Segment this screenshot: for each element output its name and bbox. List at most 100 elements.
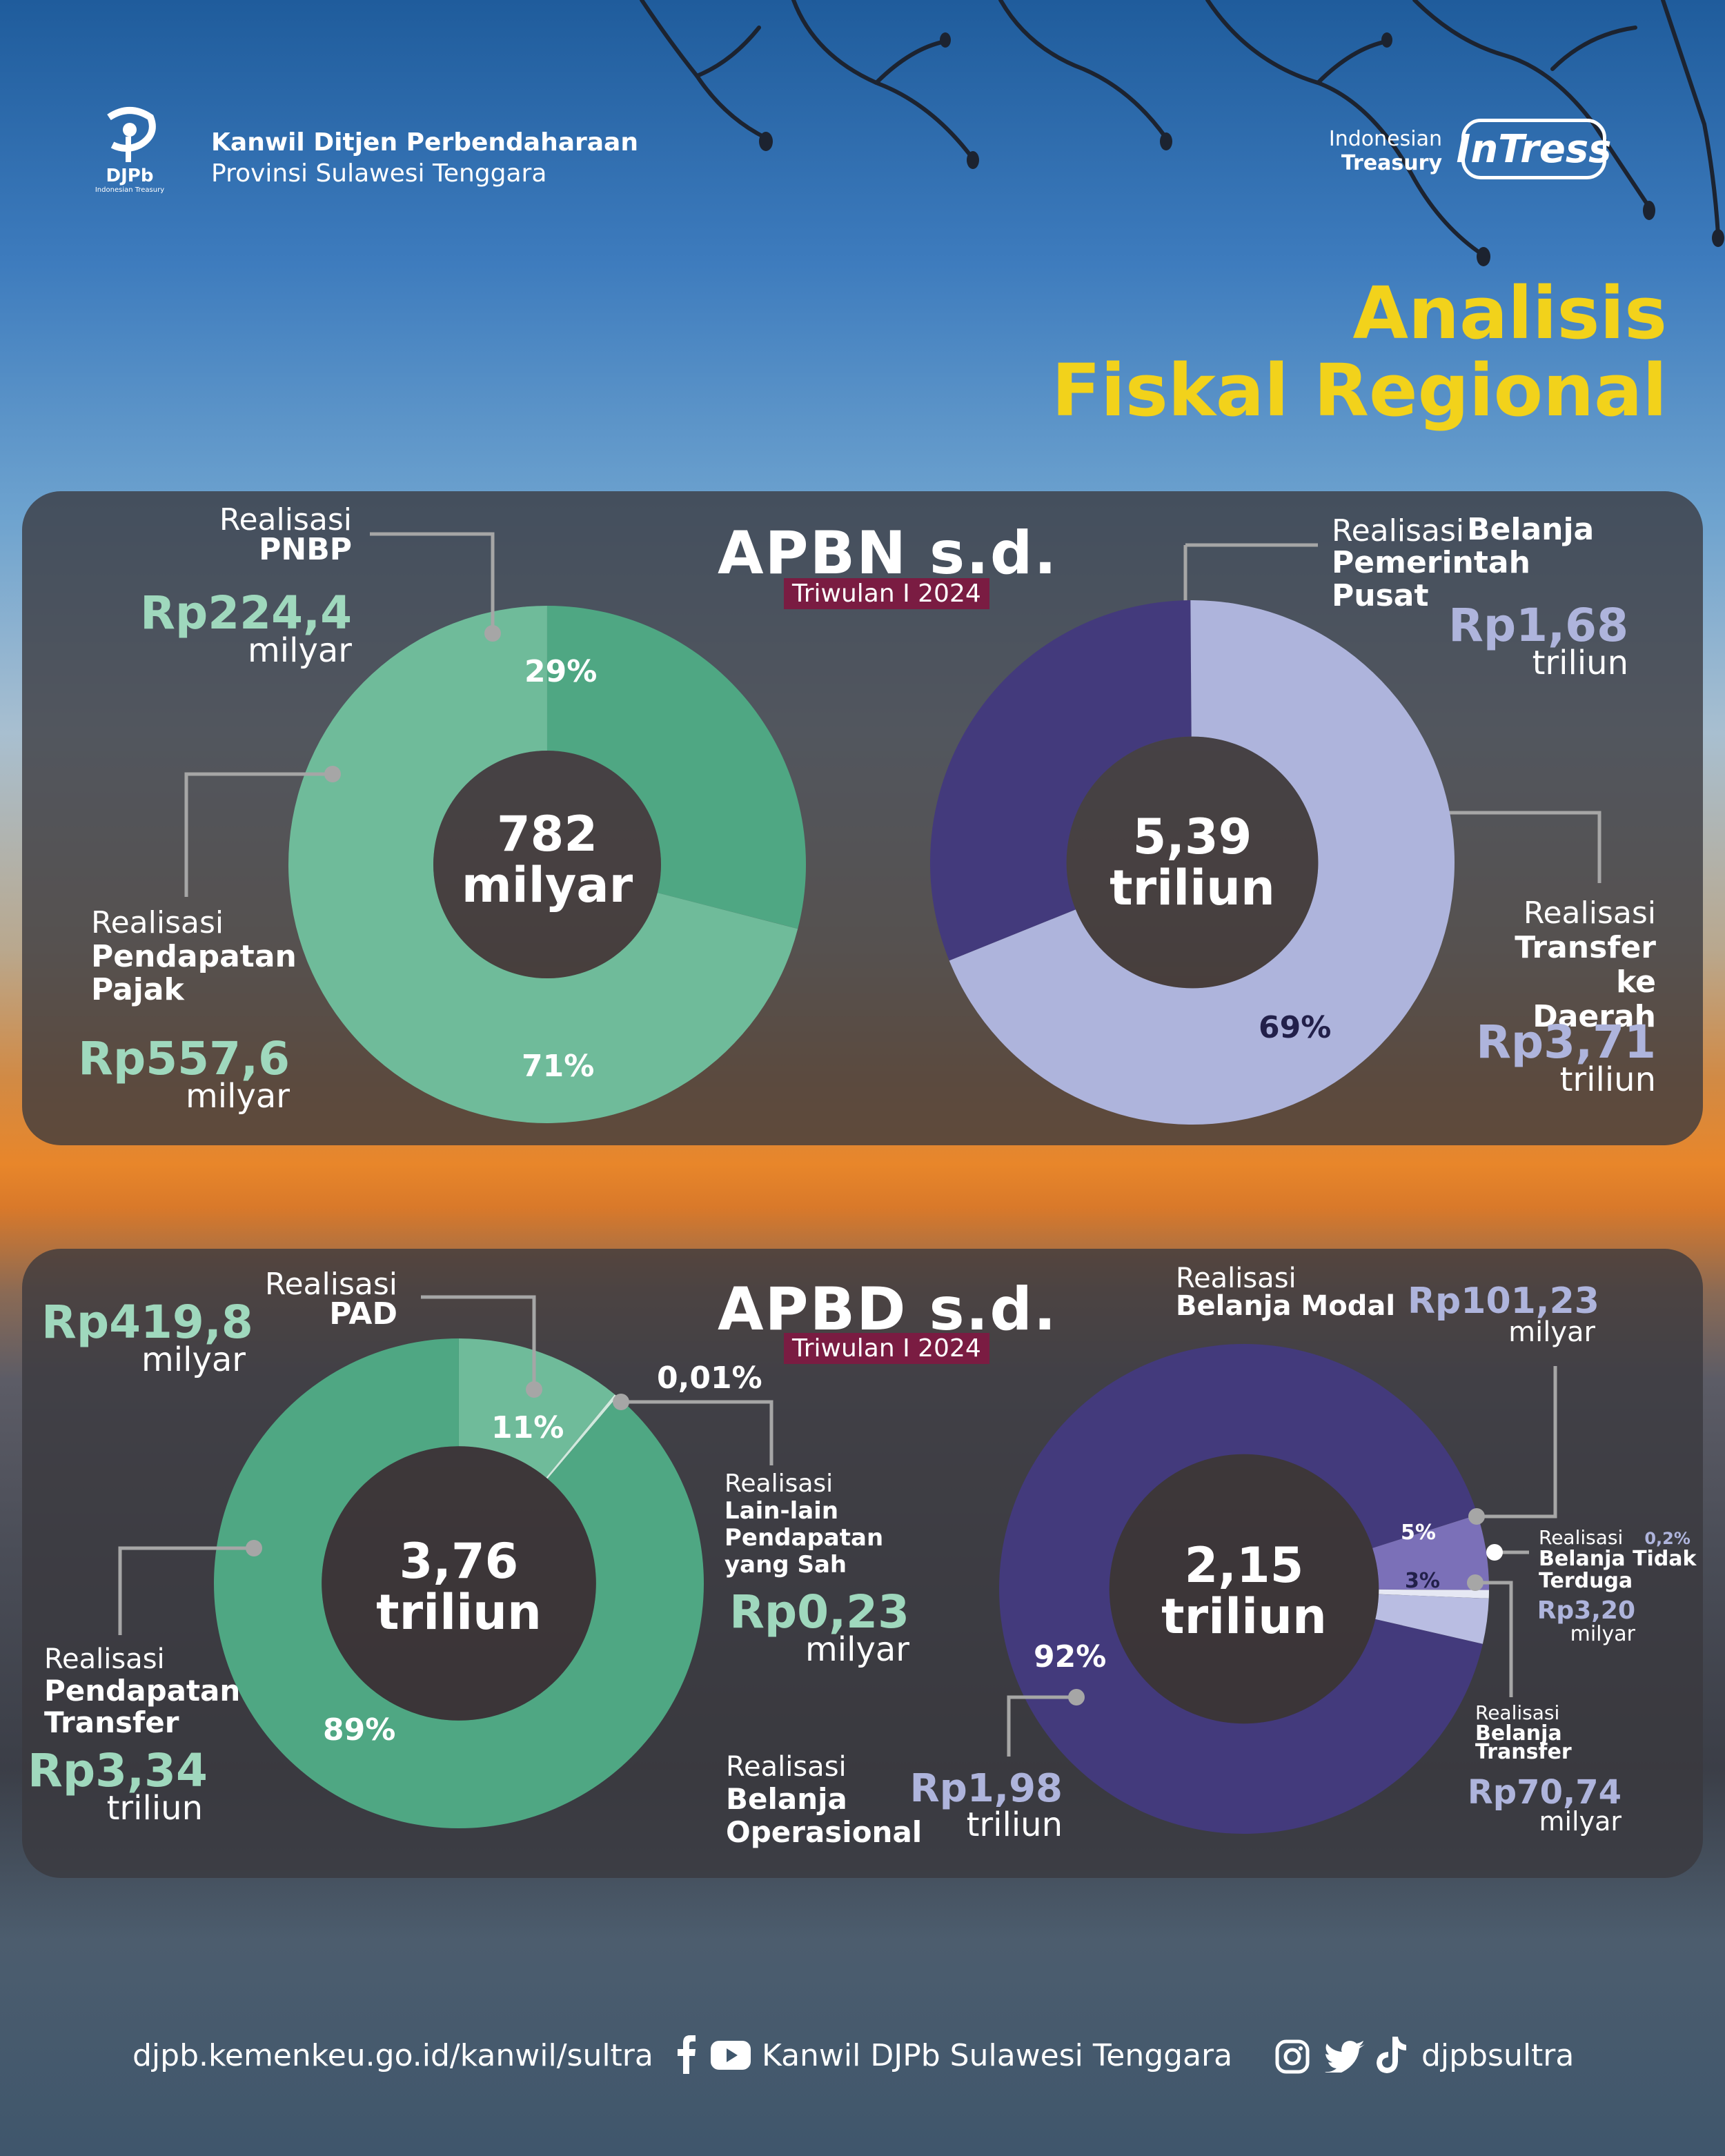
lain-lain-label-prefix: Realisasi xyxy=(724,1470,834,1498)
intress-logo: InTress xyxy=(1457,119,1612,179)
donut-slice-belanja-transfer xyxy=(1375,1594,1489,1644)
djpb-logo: DJPb Indonesian Treasury xyxy=(88,103,171,194)
belanja-operasional-label: Belanja Operasional xyxy=(726,1782,923,1849)
facebook-icon[interactable] xyxy=(678,2035,696,2074)
apbn-spending-total-unit: triliun xyxy=(1110,860,1275,916)
btt-percent: 0,2% xyxy=(1644,1529,1690,1548)
footer-handle[interactable]: djpbsultra xyxy=(1421,2038,1575,2073)
bpp-amount: Rp1,68 xyxy=(1448,599,1628,652)
apbn-revenue-total-value: 782 xyxy=(496,806,598,862)
belanja-transfer-unit: milyar xyxy=(1539,1806,1621,1837)
footer-channel[interactable]: Kanwil DJPb Sulawesi Tenggara xyxy=(762,2038,1233,2073)
pajak-label-prefix: Realisasi xyxy=(91,905,224,940)
twitter-icon[interactable] xyxy=(1325,2041,1365,2075)
pendapatan-transfer-percent: 89% xyxy=(323,1712,396,1748)
apbd-spending-total-value: 2,15 xyxy=(1184,1537,1304,1594)
donut-slice-belanja-tidak-terduga xyxy=(1379,1589,1489,1599)
djpb-logo-icon xyxy=(107,107,156,162)
title-line2: Fiskal Regional xyxy=(1052,348,1667,433)
bpp-label-prefix: Realisasi xyxy=(1332,513,1465,548)
btt-label-prefix: Realisasi xyxy=(1539,1526,1624,1549)
pad-label: PAD xyxy=(329,1296,397,1332)
btt-unit: milyar xyxy=(1570,1622,1635,1646)
donut-center-hole xyxy=(1109,1454,1379,1724)
lain-lain-amount: Rp0,23 xyxy=(729,1585,909,1639)
apbd-spending-donut xyxy=(999,1344,1489,1834)
pendapatan-transfer-label: Pendapatan Transfer xyxy=(44,1674,241,1739)
belanja-modal-unit: milyar xyxy=(1508,1316,1595,1348)
belanja-modal-amount: Rp101,23 xyxy=(1408,1280,1599,1322)
lain-lain-percent: 0,01% xyxy=(657,1361,762,1396)
apbd-period-tag: Triwulan I 2024 xyxy=(784,1333,989,1364)
brand-small2: Treasury xyxy=(1341,151,1442,175)
pad-label-prefix: Realisasi xyxy=(264,1267,397,1302)
belanja-transfer-percent: 3% xyxy=(1405,1569,1440,1593)
donut-slice-belanja-operasional xyxy=(999,1344,1483,1834)
apbd-revenue-donut xyxy=(214,1338,704,1828)
belanja-operasional-amount: Rp1,98 xyxy=(909,1766,1063,1811)
pnbp-label-prefix: Realisasi xyxy=(219,502,352,537)
bpp-unit: triliun xyxy=(1532,644,1628,682)
apbn-spending-total-value: 5,39 xyxy=(1132,809,1252,865)
apbd-spending-total-unit: triliun xyxy=(1161,1588,1327,1645)
djpb-logo-sub: Indonesian Treasury xyxy=(95,186,165,194)
apbd-revenue-total-value: 3,76 xyxy=(399,1533,519,1590)
apbn-title: APBN s.d. xyxy=(718,519,1058,588)
donut-slice-pendapatan-pajak xyxy=(288,606,798,1123)
pajak-label: Pendapatan Pajak xyxy=(91,939,297,1007)
belanja-operasional-percent: 92% xyxy=(1034,1639,1107,1674)
lain-lain-label: Lain-lain Pendapatan yang Sah xyxy=(724,1497,884,1579)
pendapatan-transfer-amount: Rp3,34 xyxy=(28,1744,208,1797)
youtube-icon[interactable] xyxy=(711,2041,751,2070)
donut-slice-pnbp xyxy=(547,606,806,929)
pajak-amount: Rp557,6 xyxy=(78,1032,290,1085)
tkd-label-prefix: Realisasi xyxy=(1523,896,1656,931)
intress-logo-text: InTress xyxy=(1456,126,1612,172)
org-line2: Provinsi Sulawesi Tenggara xyxy=(211,159,547,188)
belanja-modal-label-prefix: Realisasi xyxy=(1176,1263,1297,1294)
tkd-label: Transfer ke Daerah xyxy=(1515,930,1656,1034)
belanja-modal-label: Belanja Modal xyxy=(1176,1290,1396,1322)
pajak-percent: 71% xyxy=(522,1049,595,1084)
apbn-period-tag: Triwulan I 2024 xyxy=(784,578,989,609)
donut-slice-pendapatan-transfer xyxy=(214,1338,704,1828)
apbn-revenue-donut xyxy=(288,606,806,1123)
donut-slice-belanja-pemerintah-pusat xyxy=(930,600,1192,961)
pnbp-unit: milyar xyxy=(248,631,352,670)
bpp-label: Belanja Pemerintah Pusat xyxy=(1332,512,1595,613)
apbn-revenue-total-unit: milyar xyxy=(461,857,633,913)
donut-slice-transfer-ke-daerah xyxy=(949,600,1455,1125)
instagram-icon[interactable] xyxy=(1275,2039,1310,2074)
footer-website[interactable]: djpb.kemenkeu.go.id/kanwil/sultra xyxy=(132,2038,653,2073)
belanja-transfer-amount: Rp70,74 xyxy=(1467,1773,1621,1812)
org-line1: Kanwil Ditjen Perbendaharaan xyxy=(211,128,638,157)
pnbp-percent: 29% xyxy=(524,654,598,689)
apbd-revenue-total-unit: triliun xyxy=(376,1584,542,1641)
btt-amount: Rp3,20 xyxy=(1537,1596,1635,1625)
tkd-percent: 69% xyxy=(1259,1010,1332,1045)
pnbp-amount: Rp224,4 xyxy=(140,586,352,640)
belanja-modal-percent: 5% xyxy=(1401,1521,1436,1545)
btt-label: Belanja Tidak Terduga xyxy=(1539,1547,1697,1593)
donut-center-hole xyxy=(1066,736,1319,989)
donut-slice-lain-lain-pendapatan-yang-sah xyxy=(546,1394,618,1479)
tkd-amount: Rp3,71 xyxy=(1476,1016,1656,1069)
djpb-logo-label: DJPb xyxy=(106,166,154,186)
donut-center-hole xyxy=(322,1446,596,1721)
lain-lain-unit: milyar xyxy=(805,1630,909,1669)
belanja-operasional-label-prefix: Realisasi xyxy=(726,1751,847,1783)
donut-slice-belanja-modal xyxy=(1372,1514,1489,1590)
pajak-unit: milyar xyxy=(186,1077,290,1116)
belanja-transfer-label-prefix: Realisasi xyxy=(1475,1701,1560,1724)
pendapatan-transfer-label-prefix: Realisasi xyxy=(44,1643,165,1675)
belanja-transfer-label: Belanja Transfer xyxy=(1475,1721,1572,1764)
apbd-title: APBD s.d. xyxy=(718,1275,1058,1344)
pad-unit: milyar xyxy=(141,1341,246,1379)
donut-slice-pad xyxy=(459,1338,615,1478)
brand-small1: Indonesian xyxy=(1328,127,1442,151)
donut-center-hole xyxy=(433,751,661,978)
pad-percent: 11% xyxy=(491,1410,564,1445)
tiktok-icon[interactable] xyxy=(1376,2037,1406,2074)
belanja-operasional-unit: triliun xyxy=(966,1806,1063,1844)
